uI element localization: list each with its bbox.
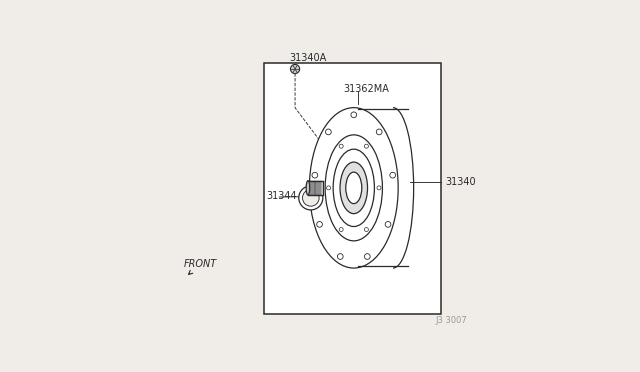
- Circle shape: [317, 221, 323, 227]
- Ellipse shape: [372, 108, 413, 268]
- Circle shape: [390, 172, 396, 178]
- Circle shape: [326, 186, 331, 190]
- Text: J3 3007: J3 3007: [435, 316, 467, 325]
- Circle shape: [299, 186, 323, 210]
- Ellipse shape: [333, 149, 374, 227]
- Circle shape: [351, 112, 356, 118]
- Circle shape: [337, 254, 343, 259]
- Circle shape: [339, 144, 343, 148]
- Circle shape: [385, 221, 391, 227]
- Circle shape: [303, 190, 319, 206]
- Circle shape: [291, 64, 300, 74]
- Text: 31344: 31344: [266, 192, 297, 202]
- Circle shape: [376, 129, 382, 135]
- Bar: [264, 63, 441, 314]
- Ellipse shape: [306, 181, 310, 195]
- Circle shape: [364, 144, 369, 148]
- Bar: [308, 181, 323, 195]
- Circle shape: [326, 129, 332, 135]
- Ellipse shape: [340, 162, 367, 214]
- Text: FRONT: FRONT: [184, 259, 217, 275]
- Ellipse shape: [346, 172, 362, 203]
- Ellipse shape: [309, 108, 398, 268]
- Circle shape: [339, 228, 343, 231]
- Circle shape: [364, 254, 370, 259]
- Text: 31340A: 31340A: [289, 52, 326, 62]
- Text: 31362MA: 31362MA: [344, 84, 390, 94]
- Text: 31340: 31340: [445, 177, 476, 187]
- Circle shape: [377, 186, 381, 190]
- Circle shape: [364, 228, 369, 231]
- Circle shape: [312, 172, 317, 178]
- Ellipse shape: [325, 135, 383, 241]
